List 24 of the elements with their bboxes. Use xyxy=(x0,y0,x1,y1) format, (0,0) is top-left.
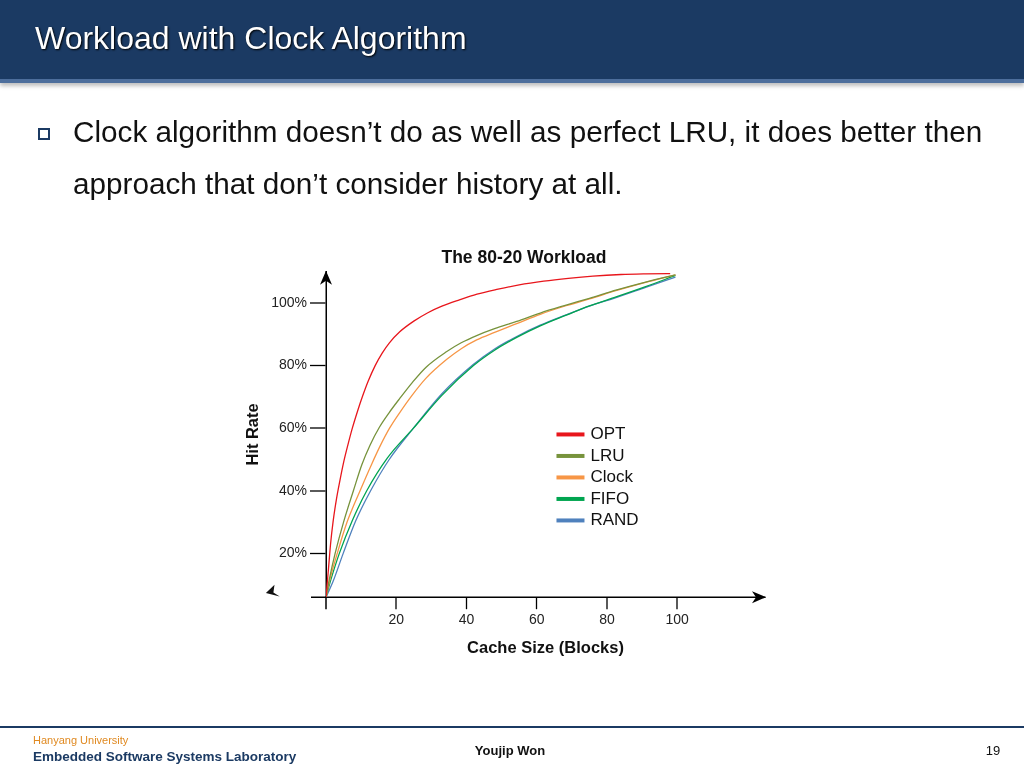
legend-label: LRU xyxy=(590,445,625,465)
text: Embedded Software Systems Laboratory xyxy=(33,749,297,764)
x-tick-label: 20 xyxy=(388,611,405,628)
legend-label: OPT xyxy=(590,424,626,444)
text: Youjip Won xyxy=(473,743,547,758)
text: Clock algorithm doesn’t do as well as perfect LRU, it does better then approach that don’t consider history at all. xyxy=(73,114,984,202)
y-tick-label: 100% xyxy=(271,293,307,310)
text: Workload with Clock Algorithm xyxy=(35,20,467,57)
x-tick-label: 40 xyxy=(458,611,475,628)
text: 19 xyxy=(984,743,1002,758)
legend-label: Clock xyxy=(590,467,634,487)
x-axis-title: Cache Size (Blocks) xyxy=(467,637,624,656)
x-tick-label: 60 xyxy=(528,611,545,628)
x-tick-label: 80 xyxy=(599,611,615,628)
x-tick-label: 100 xyxy=(665,611,690,628)
y-tick-label: 80% xyxy=(278,356,307,373)
y-tick-label: 20% xyxy=(278,544,307,561)
y-axis-title: Hit Rate xyxy=(243,403,262,466)
y-tick-label: 60% xyxy=(278,419,307,436)
y-tick-label: 40% xyxy=(278,481,307,498)
legend-label: FIFO xyxy=(590,488,630,508)
legend-label: RAND xyxy=(590,510,639,530)
chart-title: The 80-20 Workload xyxy=(440,247,608,268)
text: Hanyang University xyxy=(33,734,129,746)
